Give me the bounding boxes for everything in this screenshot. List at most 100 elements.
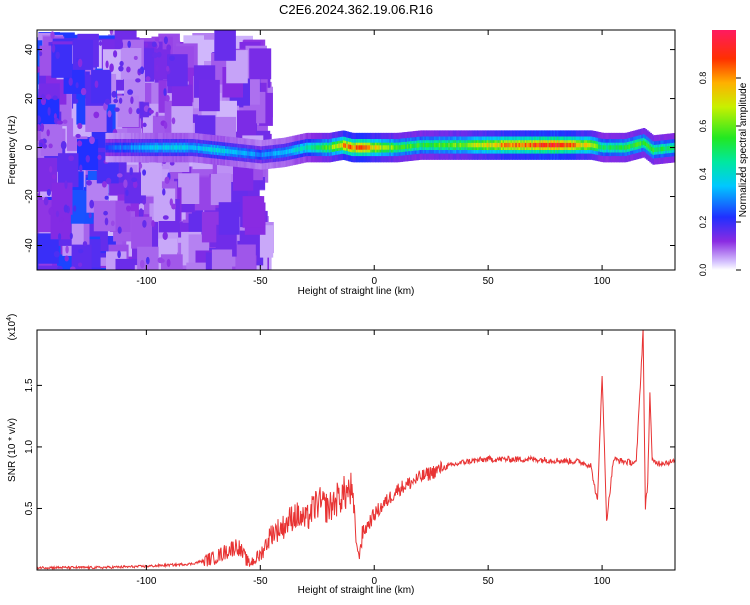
spectrogram-ridge-cell xyxy=(539,142,542,148)
spectrogram-noise-blob xyxy=(51,174,57,180)
spectrogram-ridge-cell xyxy=(301,146,305,151)
spectrogram-ridge-cell xyxy=(107,145,110,150)
spectrogram-ridge-cell xyxy=(500,142,504,148)
spectrogram-ridge-cell xyxy=(563,142,566,148)
spectrogram-noise-blob xyxy=(139,163,143,169)
snr-y-tick-label: 1.5 xyxy=(24,378,35,392)
spectrogram-ridge-cell xyxy=(331,144,335,150)
spectrogram-panel: -100 -50 0 50 100 -40 -20 0 20 40 Height of stra… xyxy=(7,29,676,297)
spectrogram-ridge-cell xyxy=(532,142,536,148)
spectrogram-ridge-cell xyxy=(426,142,429,148)
spectrogram-noise-blob xyxy=(145,256,150,265)
spectrogram-noise-blob xyxy=(151,41,157,48)
spectrogram-noise-cell xyxy=(39,267,60,270)
spectrogram-ridge-cell xyxy=(263,152,266,157)
spectrogram-ridge-cell xyxy=(199,146,203,151)
spectrogram-ridge-cell xyxy=(111,145,115,150)
spectrogram-ridge-cell xyxy=(438,142,442,148)
spectrogram-ridge-cell xyxy=(553,142,557,148)
spectrogram-noise-cell xyxy=(120,48,142,80)
spectrogram-ridge-cell xyxy=(462,142,466,148)
spectrogram-noise-cell xyxy=(213,267,235,270)
spectrogram-ridge-cell xyxy=(218,148,222,153)
spectrogram-ridge-cell xyxy=(408,144,411,149)
spectrogram-ridge-cell xyxy=(215,147,218,153)
spectrogram-ridge-cell xyxy=(371,145,375,150)
spectrogram-ridge-cell xyxy=(440,142,443,148)
spectrogram-noise-cell xyxy=(115,266,137,270)
spectrogram-ridge-cell xyxy=(299,146,303,151)
spectrogram-ridge-cell xyxy=(256,152,260,157)
spectrogram-ridge-cell xyxy=(234,149,238,155)
spectrogram-ridge-cell xyxy=(105,145,108,150)
spectrogram-ridge-cell xyxy=(585,142,589,148)
spectrogram-y-tick-label: 20 xyxy=(24,93,35,105)
snr-panel: -100 -50 0 50 100 0.5 1.0 1.5 Height of straig… xyxy=(6,314,676,596)
spectrogram-ridge-cell xyxy=(647,144,651,149)
spectrogram-ridge-cell xyxy=(280,150,284,155)
spectrogram-noise-blob xyxy=(39,51,43,57)
spectrogram-noise-blob xyxy=(156,51,162,58)
spectrogram-ridge-cell xyxy=(258,152,262,157)
spectrogram-ridge-cell xyxy=(564,142,568,148)
spectrogram-noise-blob xyxy=(155,64,159,73)
spectrogram-ridge-cell xyxy=(135,145,139,150)
spectrogram-ridge-cell xyxy=(248,151,252,156)
spectrogram-ridge-cell xyxy=(558,142,561,148)
spectrogram-noise-blob xyxy=(128,107,133,115)
spectrogram-y-tick-label: 40 xyxy=(24,44,35,56)
spectrogram-noise-cell xyxy=(141,162,162,196)
spectrogram-noise-blob xyxy=(77,140,83,147)
spectrogram-noise-cell xyxy=(91,265,113,270)
spectrogram-ridge-cell xyxy=(237,150,241,155)
snr-frame xyxy=(36,329,676,571)
spectrogram-noise-blob xyxy=(169,55,175,61)
spectrogram-noise-cell xyxy=(210,173,232,206)
spectrogram-noise-blob xyxy=(135,78,141,83)
spectrogram-noise-blob xyxy=(148,109,154,114)
spectrogram-ridge-cell xyxy=(277,150,281,156)
spectrogram-noise-blob xyxy=(93,111,100,119)
spectrogram-noise-blob xyxy=(82,241,88,247)
spectrogram-ridge-cell xyxy=(394,145,397,150)
spectrogram-ridge-cell xyxy=(183,145,187,150)
spectrogram-noise-blob xyxy=(119,40,124,49)
spectrogram-ridge-cell xyxy=(121,145,124,150)
spectrogram-ridge-cell xyxy=(167,145,171,150)
spectrogram-ridge-cell xyxy=(524,142,528,148)
spectrogram-ridge-cell xyxy=(309,145,313,150)
spectrogram-ridge-cell xyxy=(521,142,525,148)
spectrogram-noise-blob xyxy=(51,44,56,53)
spectrogram-ridge-cell xyxy=(641,140,644,146)
spectrogram-ridge-cell xyxy=(284,150,287,155)
spectrogram-noise-blob xyxy=(110,220,115,227)
spectrogram-ridge-cell xyxy=(213,147,217,153)
spectrogram-ridge-cell xyxy=(333,144,336,149)
spectrogram-ridge-cell xyxy=(457,142,461,148)
spectrogram-ridge-cell xyxy=(376,145,380,150)
spectrogram-noise-blob xyxy=(53,250,60,258)
spectrogram-ridge-cell xyxy=(276,151,279,156)
spectrogram-ridge-cell xyxy=(220,148,223,153)
spectrogram-ridge-cell xyxy=(545,142,549,148)
spectrogram-ridge-cell xyxy=(124,145,128,150)
spectrogram-noise-cell xyxy=(38,265,59,270)
spectrogram-noise-blob xyxy=(140,259,145,269)
spectrogram-y-axis-label: Frequency (Hz) xyxy=(7,116,18,185)
spectrogram-ridge-cell xyxy=(666,146,670,151)
spectrogram-ridge-cell xyxy=(209,147,212,152)
spectrogram-ridge-cell xyxy=(454,142,458,148)
spectrogram-noise-blob xyxy=(75,133,81,138)
spectrogram-ridge-cell xyxy=(542,142,545,148)
spectrogram-ridge-cell xyxy=(469,142,472,148)
spectrogram-ridge-cell xyxy=(606,145,609,150)
spectrogram-noise-blob xyxy=(133,55,138,60)
colorbar: 0.0 0.2 0.4 0.6 0.8 Normalized spectral ampl… xyxy=(698,30,749,276)
spectrogram-noise-blob xyxy=(88,212,92,219)
spectrogram-ridge-cell xyxy=(620,145,624,150)
spectrogram-ridge-cell xyxy=(298,147,301,152)
spectrogram-ridge-cell xyxy=(382,145,386,150)
spectrogram-ridge-cell xyxy=(472,142,475,148)
spectrogram-ridge-cell xyxy=(588,142,592,148)
spectrogram-noise-blob xyxy=(80,87,87,96)
